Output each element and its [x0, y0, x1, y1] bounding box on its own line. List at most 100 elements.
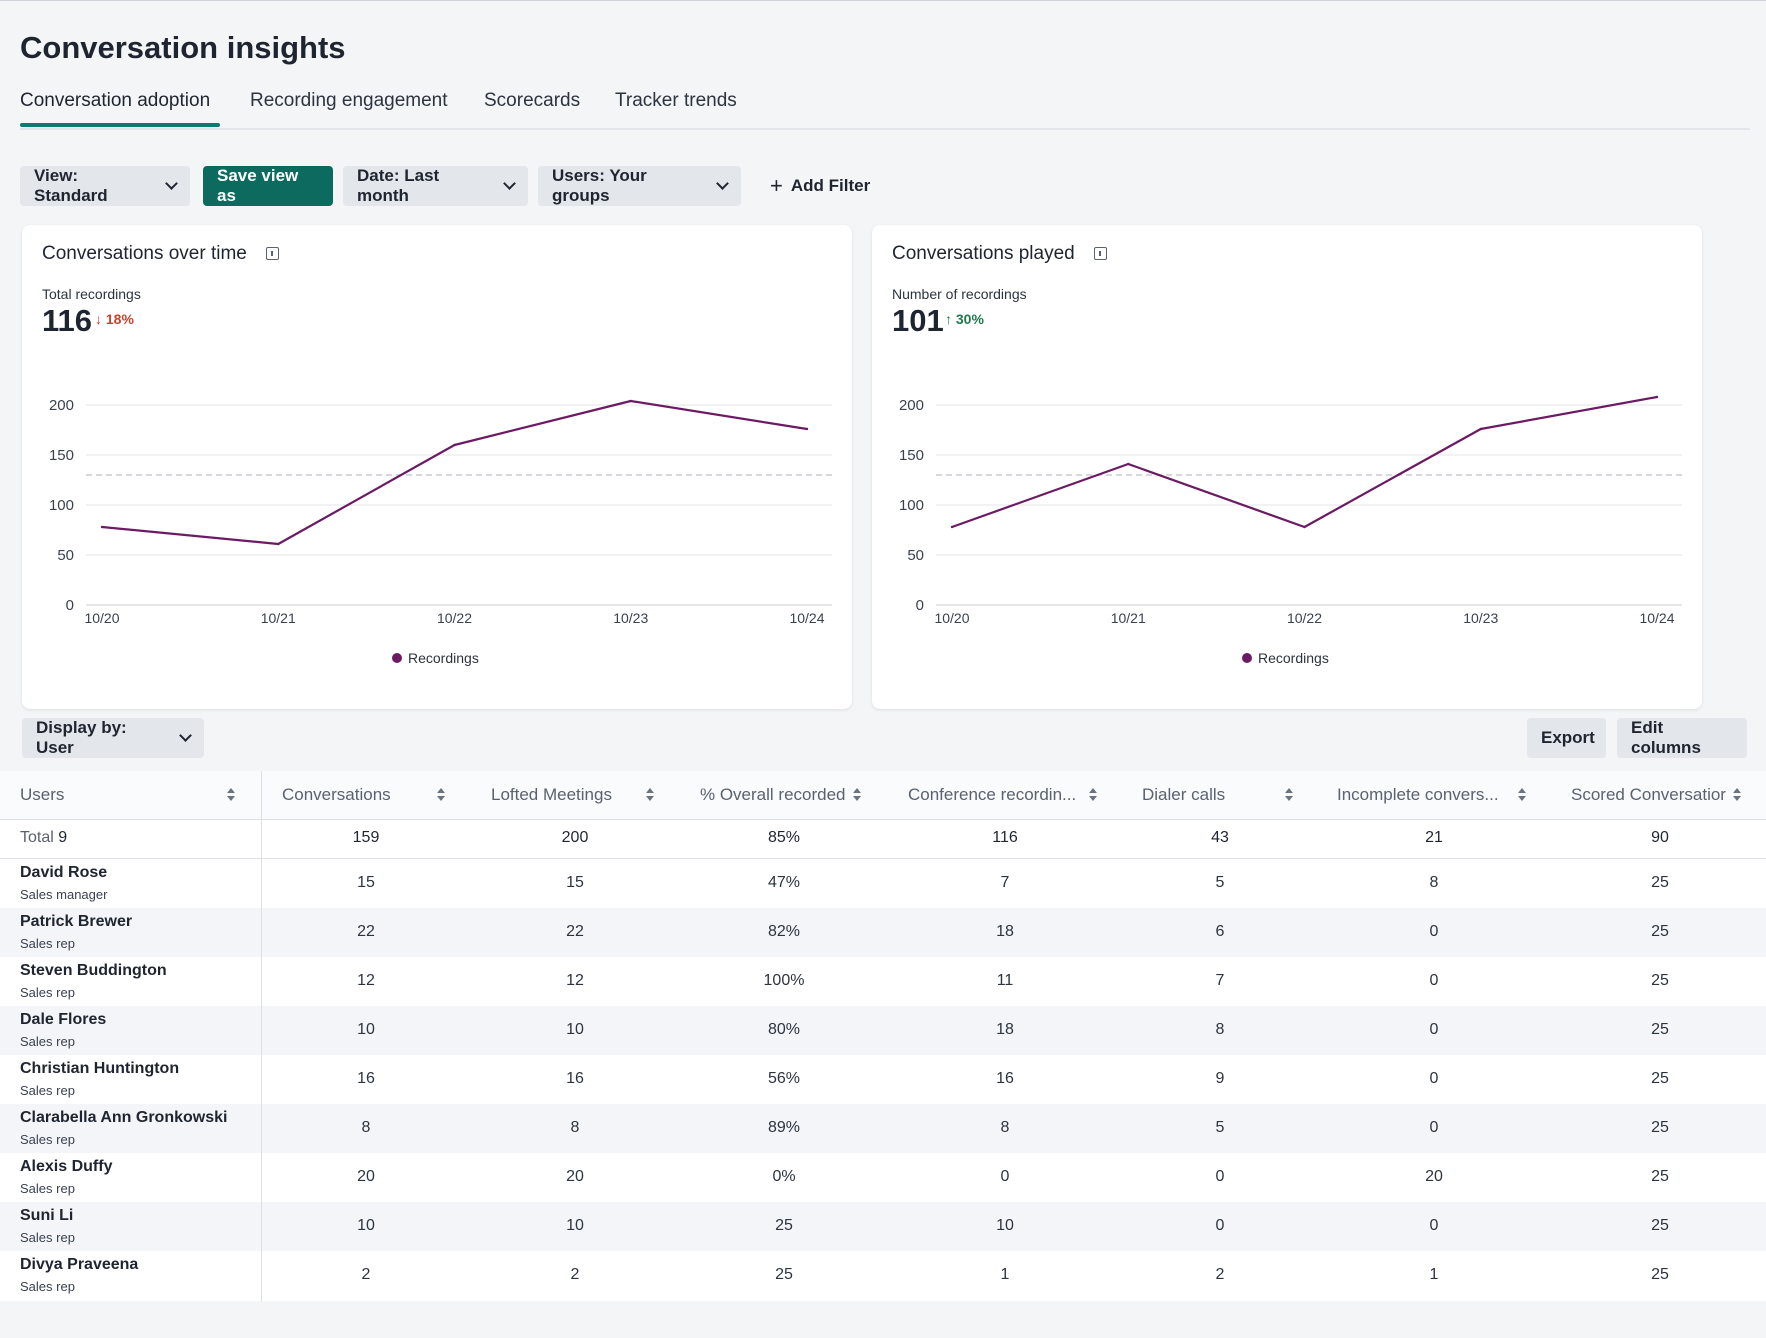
legend-label: Recordings — [1258, 650, 1329, 666]
table-cell: 25 — [1651, 1119, 1669, 1136]
data-point[interactable] — [453, 443, 456, 447]
data-point[interactable] — [1127, 462, 1130, 466]
total-label: Total 9 — [20, 829, 67, 847]
chart-legend: Recordings — [392, 650, 479, 666]
y-tick-label: 150 — [49, 447, 74, 464]
active-tab-indicator — [20, 123, 220, 127]
export-button[interactable]: Export — [1527, 718, 1606, 758]
date-dropdown[interactable]: Date: Last month — [343, 166, 528, 206]
legend-marker — [392, 653, 402, 663]
add-filter-button[interactable]: + Add Filter — [756, 166, 896, 206]
table-cell: 7 — [1215, 972, 1225, 989]
data-point[interactable] — [1303, 525, 1306, 529]
table-cell: 22 — [357, 923, 375, 940]
y-tick-label: 200 — [899, 397, 924, 414]
sort-icon[interactable] — [227, 788, 235, 802]
table-cell: 0 — [1429, 1119, 1439, 1136]
table-row[interactable]: Christian Huntington Sales rep 16 16 56% 16 9 0… — [0, 1055, 1766, 1104]
column-header-conference-recordings[interactable]: Conference recordin... — [908, 785, 1077, 804]
total-cell: 116 — [992, 829, 1018, 846]
table-cell: 25 — [775, 1217, 793, 1234]
user-name: Suni Li — [20, 1207, 74, 1224]
user-name: Dale Flores — [20, 1011, 107, 1028]
users-dropdown[interactable]: Users: Your groups — [538, 166, 741, 206]
y-tick-label: 150 — [899, 447, 924, 464]
tab-tracker-trends[interactable]: Tracker trends — [615, 90, 737, 111]
user-role: Sales rep — [20, 1230, 75, 1245]
table-row[interactable]: David Rose Sales manager 15 15 47% 7 5 8 25 — [0, 859, 1766, 908]
table-cell: 18 — [996, 923, 1014, 940]
table-cell: 8 — [570, 1119, 580, 1136]
table-cell: 15 — [566, 874, 584, 891]
sort-icon[interactable] — [1518, 788, 1526, 802]
tab-conversation-adoption[interactable]: Conversation adoption — [20, 90, 211, 111]
table-cell: 10 — [357, 1217, 375, 1234]
sort-icon[interactable] — [853, 788, 861, 802]
column-header-users[interactable]: Users — [20, 785, 65, 804]
table-cell: 0 — [1000, 1168, 1010, 1185]
sort-icon[interactable] — [1733, 788, 1741, 802]
table-cell: 5 — [1215, 1119, 1225, 1136]
sort-icon[interactable] — [646, 788, 654, 802]
user-role: Sales rep — [20, 1279, 75, 1294]
table-cell: 82% — [767, 923, 801, 940]
info-icon[interactable] — [266, 247, 279, 260]
sort-icon[interactable] — [1089, 788, 1097, 802]
edit-columns-button[interactable]: Edit columns — [1617, 718, 1747, 758]
view-dropdown[interactable]: View: Standard — [20, 166, 190, 206]
data-point[interactable] — [1655, 395, 1659, 399]
table-cell: 5 — [1215, 874, 1225, 891]
column-header-conversations[interactable]: Conversations — [282, 785, 391, 804]
table-cell: 15 — [357, 874, 375, 891]
sort-icon[interactable] — [437, 788, 445, 802]
display-by-label: Display by: User — [36, 718, 127, 757]
total-cell: 21 — [1425, 829, 1443, 846]
save-view-button[interactable]: Save view as — [203, 166, 333, 206]
table-row[interactable]: Suni Li Sales rep 10 10 25 10 0 0 25 — [0, 1202, 1766, 1251]
metric-value: 116 — [42, 303, 93, 338]
table-cell: 25 — [1651, 1217, 1669, 1234]
data-point[interactable] — [100, 525, 104, 529]
table-cell: 12 — [566, 972, 584, 989]
table-cell: 7 — [1000, 874, 1010, 891]
table-row[interactable]: Dale Flores Sales rep 10 10 80% 18 8 0 25 — [0, 1006, 1766, 1055]
user-role: Sales rep — [20, 985, 75, 1000]
column-header-dialer-calls[interactable]: Dialer calls — [1142, 785, 1226, 804]
tab-scorecards[interactable]: Scorecards — [484, 90, 581, 111]
table-row[interactable]: Divya Praveena Sales rep 2 2 25 1 2 1 25 — [0, 1251, 1766, 1300]
data-point[interactable] — [1479, 427, 1482, 431]
y-tick-label: 200 — [49, 397, 74, 414]
table-row[interactable]: Clarabella Ann Gronkowski Sales rep 8 8 89% 8… — [0, 1104, 1766, 1153]
chevron-down-icon — [179, 729, 192, 742]
table-row[interactable]: Patrick Brewer Sales rep 22 22 82% 18 6 0 25 — [0, 908, 1766, 957]
page-title: Conversation insights — [20, 30, 346, 65]
table-cell: 2 — [361, 1266, 371, 1283]
table-cell: 16 — [996, 1070, 1014, 1087]
data-point[interactable] — [277, 542, 280, 546]
conversations-played-card: Conversations played Number of recording… — [872, 225, 1702, 709]
column-header-scored-conversations[interactable]: Scored Conversatior — [1571, 785, 1726, 804]
delta-value: 18% — [105, 311, 134, 327]
x-tick-label: 10/23 — [613, 610, 648, 626]
column-divider — [261, 771, 262, 1301]
table-cell: 25 — [1651, 972, 1669, 989]
data-point[interactable] — [805, 427, 809, 431]
info-icon[interactable] — [1094, 247, 1107, 260]
sort-icon[interactable] — [1285, 788, 1293, 802]
data-point[interactable] — [950, 525, 954, 529]
table-row[interactable]: Alexis Duffy Sales rep 20 20 0% 0 0 20 25 — [0, 1153, 1766, 1202]
column-header-lofted-meetings[interactable]: Lofted Meetings — [491, 785, 612, 804]
table-cell: 8 — [361, 1119, 371, 1136]
display-by-dropdown[interactable]: Display by: User — [22, 718, 204, 758]
series-line-recordings — [101, 399, 808, 546]
tab-recording-engagement[interactable]: Recording engagement — [250, 90, 448, 111]
column-header-incomplete-conversations[interactable]: Incomplete convers... — [1337, 785, 1499, 804]
table-cell: 20 — [1425, 1168, 1443, 1185]
table-row[interactable]: Steven Buddington Sales rep 12 12 100% 11 7 0 25 — [0, 957, 1766, 1006]
users-table: Users Conversations Lofted Meetings % Overa… — [0, 771, 1766, 1301]
chevron-down-icon — [165, 177, 178, 190]
table-cell: 25 — [1651, 874, 1669, 891]
add-filter-label: Add Filter — [790, 176, 871, 195]
data-point[interactable] — [629, 399, 632, 403]
column-header-overall-recorded[interactable]: % Overall recorded — [700, 785, 846, 804]
